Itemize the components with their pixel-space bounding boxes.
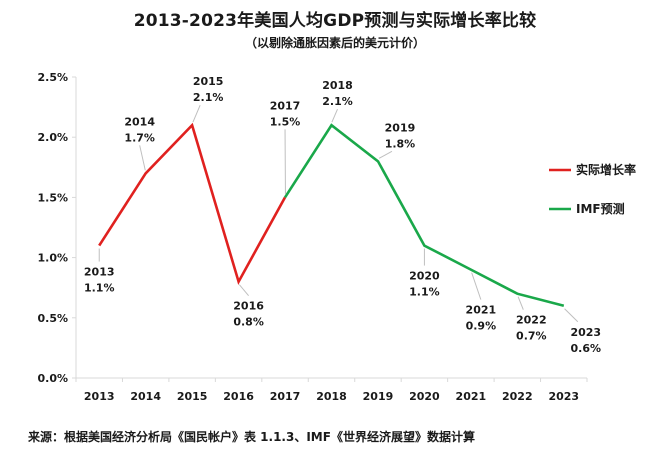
data-label-value: 0.7% xyxy=(516,330,547,343)
data-label-year: 2019 xyxy=(385,121,416,134)
y-tick-label: 2.5% xyxy=(37,71,68,84)
data-label-value: 1.1% xyxy=(409,286,440,299)
chart-title: 2013-2023年美国人均GDP预测与实际增长率比较 xyxy=(133,11,537,31)
chart-subtitle: （以剔除通胀因素后的美元计价） xyxy=(244,36,425,50)
data-label-value: 1.1% xyxy=(84,282,115,295)
data-label-leader xyxy=(517,296,524,310)
data-label-value: 2.1% xyxy=(322,95,353,108)
x-tick-label: 2016 xyxy=(223,390,254,403)
data-label-leader xyxy=(139,145,146,171)
data-label-value: 2.1% xyxy=(193,91,224,104)
data-label-year: 2016 xyxy=(233,300,264,313)
y-tick-label: 2.0% xyxy=(37,131,68,144)
data-label-year: 2020 xyxy=(409,270,440,283)
data-label-year: 2013 xyxy=(84,266,115,279)
line-chart: 0.0% 0.5% 1.0% 1.5% 2.0% 2.5% 2013 2014 2015 2016… xyxy=(37,71,636,403)
actual-growth-line xyxy=(98,122,287,286)
data-label-year: 2014 xyxy=(124,115,155,128)
data-label-year: 2018 xyxy=(322,79,353,92)
y-tick-label: 0.0% xyxy=(37,372,68,385)
data-label-value: 1.8% xyxy=(385,137,416,150)
data-label-year: 2021 xyxy=(466,304,497,317)
y-tick-label: 0.5% xyxy=(37,312,68,325)
source-note: 来源：根据美国经济分析局《国民帐户》表 1.1.3、IMF《世界经济展望》数据计… xyxy=(28,430,475,444)
data-label-year: 2015 xyxy=(193,75,224,88)
data-label-leader xyxy=(564,308,579,323)
y-tick-label: 1.0% xyxy=(37,252,68,265)
x-tick-label: 2018 xyxy=(316,390,347,403)
data-label-value: 1.5% xyxy=(270,115,301,128)
x-tick-label: 2021 xyxy=(456,390,487,403)
data-label-leader xyxy=(331,108,338,123)
x-tick-label: 2014 xyxy=(130,390,161,403)
data-label-value: 0.9% xyxy=(466,320,497,333)
imf-forecast-line xyxy=(283,123,565,308)
data-label-leader xyxy=(192,104,201,123)
x-tick-label: 2020 xyxy=(409,390,440,403)
data-label-value: 0.8% xyxy=(233,316,264,329)
data-label-year: 2023 xyxy=(570,326,601,339)
data-label-year: 2022 xyxy=(516,314,547,327)
y-tick-label: 1.5% xyxy=(37,191,68,204)
legend-label-actual: 实际增长率 xyxy=(576,162,636,177)
x-tick-label: 2015 xyxy=(177,390,208,403)
data-label-value: 0.6% xyxy=(571,342,602,355)
x-tick-label: 2022 xyxy=(502,390,533,403)
data-label-leader xyxy=(378,150,393,159)
data-label-value: 1.7% xyxy=(124,131,155,144)
data-label-leader xyxy=(471,272,482,300)
data-label-leader xyxy=(239,284,249,297)
legend-label-forecast: IMF预测 xyxy=(576,201,625,216)
x-tick-label: 2023 xyxy=(548,390,579,403)
x-tick-label: 2019 xyxy=(363,390,394,403)
x-tick-label: 2013 xyxy=(84,390,115,403)
x-tick-label: 2017 xyxy=(270,390,301,403)
data-label-year: 2017 xyxy=(270,99,301,112)
